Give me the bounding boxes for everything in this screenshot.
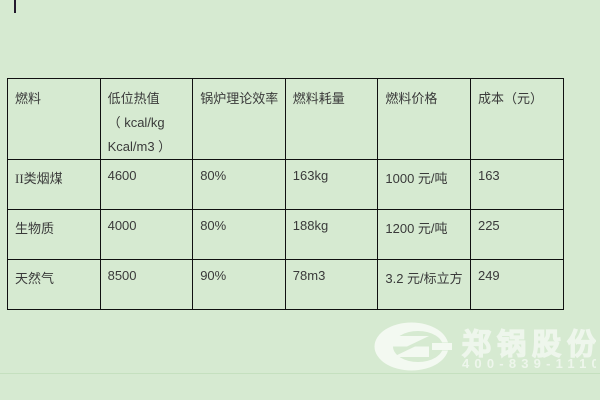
svg-text:400-839-1110: 400-839-1110 [462,356,596,371]
